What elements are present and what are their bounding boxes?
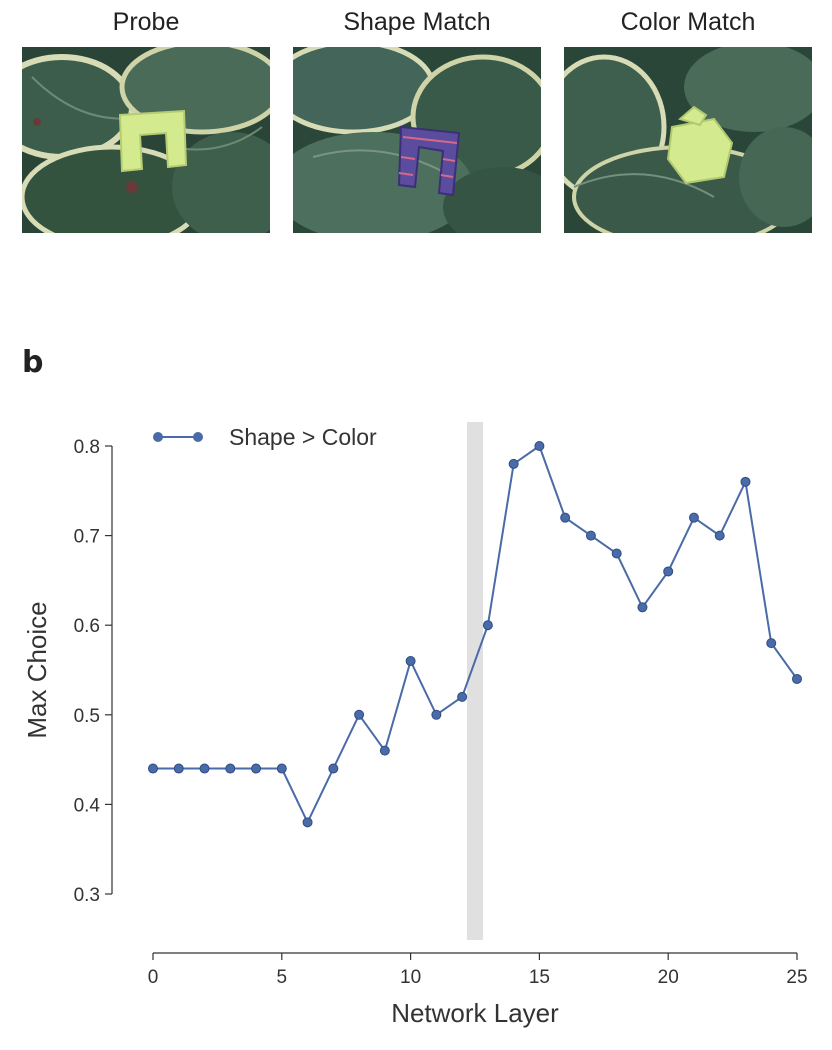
- data-point: [637, 602, 648, 613]
- panel-label-color-match: Color Match: [620, 8, 756, 36]
- highlight-band: [467, 422, 483, 940]
- y-tick-label: 0.6: [74, 616, 100, 637]
- x-tick-label: 20: [658, 967, 679, 988]
- data-point: [740, 476, 751, 487]
- data-point: [225, 763, 236, 774]
- shape-match-photo: [293, 47, 541, 233]
- probe-photo: [22, 47, 270, 233]
- color-match-photo: [564, 47, 812, 233]
- data-point: [663, 566, 674, 577]
- x-tick-label: 25: [786, 967, 807, 988]
- shape-match-object: [397, 125, 461, 197]
- color-match-object: [666, 105, 734, 185]
- y-tick-label: 0.4: [74, 795, 101, 816]
- probe-object: [118, 109, 188, 173]
- y-axis-title: Max Choice: [22, 601, 52, 738]
- data-point: [354, 709, 365, 720]
- y-tick-label: 0.3: [74, 885, 100, 906]
- x-tick-label: 10: [400, 967, 421, 988]
- x-tick-label: 5: [277, 967, 288, 988]
- data-point: [431, 709, 442, 720]
- data-point: [276, 763, 287, 774]
- data-point: [482, 620, 493, 631]
- data-point: [560, 512, 571, 523]
- y-tick-label: 0.8: [74, 437, 100, 458]
- x-axis-title: Network Layer: [391, 998, 559, 1028]
- data-point: [766, 638, 777, 649]
- y-tick-label: 0.7: [74, 527, 100, 548]
- data-point: [508, 458, 519, 469]
- data-point: [585, 530, 596, 541]
- panel-label-probe: Probe: [112, 8, 180, 36]
- figure-letter: b: [22, 345, 44, 380]
- series-shape-color: [148, 441, 802, 828]
- data-point: [173, 763, 184, 774]
- data-point: [251, 763, 262, 774]
- x-tick-label: 15: [529, 967, 550, 988]
- data-point: [302, 817, 313, 828]
- legend-label: Shape > Color: [229, 424, 377, 450]
- y-axis: 0.3 0.4 0.5 0.6 0.7 0.8: [74, 437, 113, 906]
- x-tick-label: 0: [148, 967, 159, 988]
- data-point: [457, 691, 468, 702]
- data-point: [534, 441, 545, 451]
- data-point: [792, 673, 802, 684]
- layer-chart: 0.3 0.4 0.5 0.6 0.7 0.8 0 5 10 15 20 25 Network La…: [22, 422, 808, 1028]
- data-point: [148, 763, 158, 774]
- data-point: [379, 745, 390, 756]
- legend: Shape > Color: [153, 424, 377, 450]
- data-point: [714, 530, 725, 541]
- data-point: [328, 763, 339, 774]
- data-point: [611, 548, 622, 559]
- legend-marker: [153, 432, 163, 442]
- data-point: [688, 512, 699, 523]
- x-axis: 0 5 10 15 20 25: [148, 952, 808, 988]
- data-point: [199, 763, 210, 774]
- y-tick-label: 0.5: [74, 706, 100, 727]
- legend-marker: [193, 432, 203, 442]
- data-point: [405, 656, 416, 667]
- panel-label-shape-match: Shape Match: [343, 8, 491, 36]
